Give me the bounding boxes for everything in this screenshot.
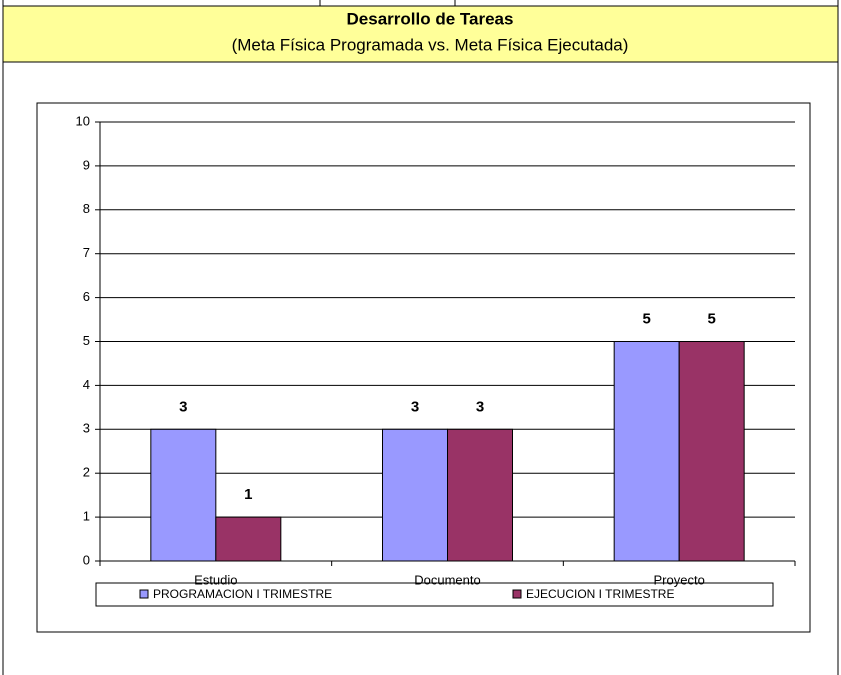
y-tick-label: 6 [83, 289, 90, 304]
legend-label: PROGRAMACION I TRIMESTRE [153, 587, 332, 601]
legend-swatch [139, 589, 149, 599]
bar [382, 428, 448, 562]
subtitle: (Meta Física Programada vs. Meta Física … [232, 35, 629, 54]
x-tick-label: Documento [414, 572, 480, 587]
header-band [2, 5, 839, 63]
bar [150, 428, 217, 562]
bar [678, 341, 745, 562]
y-tick-label: 8 [83, 201, 90, 216]
y-tick-label: 1 [83, 509, 90, 524]
data-label: 5 [707, 310, 715, 327]
data-label: 1 [244, 486, 252, 503]
legend-swatch [512, 589, 522, 599]
y-tick-label: 4 [83, 377, 90, 392]
y-tick-label: 3 [83, 421, 90, 436]
x-tick-label: Estudio [194, 572, 237, 587]
legend-label: EJECUCION I TRIMESTRE [526, 587, 674, 601]
data-label: 3 [411, 398, 419, 415]
data-label: 3 [476, 398, 484, 415]
y-tick-label: 9 [83, 157, 90, 172]
bar [215, 516, 282, 562]
y-tick-label: 5 [83, 333, 90, 348]
bar [613, 341, 680, 562]
x-tick-label: Proyecto [654, 572, 705, 587]
y-tick-label: 10 [76, 113, 90, 128]
bar [447, 428, 513, 562]
y-tick-label: 7 [83, 245, 90, 260]
legend-box [95, 582, 774, 607]
data-label: 3 [179, 398, 187, 415]
title: Desarrollo de Tareas [347, 9, 514, 28]
y-tick-label: 0 [83, 552, 90, 567]
y-tick-label: 2 [83, 465, 90, 480]
data-label: 5 [642, 310, 650, 327]
